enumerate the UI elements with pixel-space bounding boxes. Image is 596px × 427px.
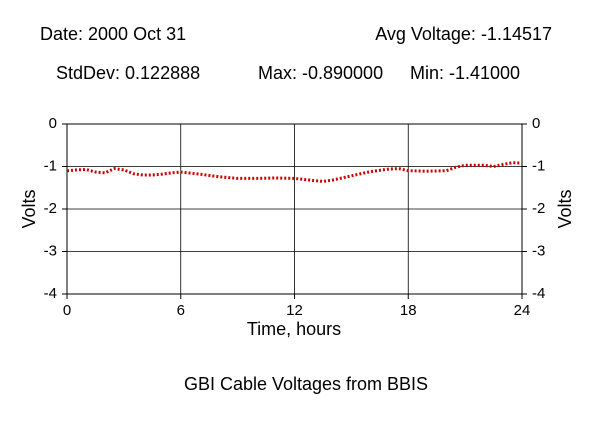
y-tick-label: -1 [44,157,57,174]
x-tick-label: 12 [286,302,303,319]
y2-axis-label: Volts [555,189,575,228]
y-tick-label: 0 [49,115,57,132]
avg-annotation: Avg Voltage: -1.14517 [375,24,552,44]
y-tick-label: -3 [44,242,57,259]
min-annotation: Min: -1.41000 [410,63,520,83]
data-line [66,161,523,183]
y2-tick-label: -1 [532,157,545,174]
y2-tick-label: -4 [532,285,545,302]
x-tick-label: 6 [177,302,185,319]
y-tick-label: -2 [44,200,57,217]
y-axis-label: Volts [19,189,39,228]
y-tick-label: -4 [44,285,57,302]
date-annotation: Date: 2000 Oct 31 [40,24,186,44]
y2-tick-label: -2 [532,200,545,217]
max-annotation: Max: -0.890000 [258,63,383,83]
stddev-annotation: StdDev: 0.122888 [56,63,200,83]
x-tick-label: 24 [514,302,531,319]
x-axis-label: Time, hours [247,319,341,339]
x-tick-label: 18 [400,302,417,319]
y2-tick-label: 0 [532,115,540,132]
chart-title: GBI Cable Voltages from BBIS [184,374,428,394]
y2-tick-label: -3 [532,242,545,259]
x-tick-label: 0 [63,302,71,319]
